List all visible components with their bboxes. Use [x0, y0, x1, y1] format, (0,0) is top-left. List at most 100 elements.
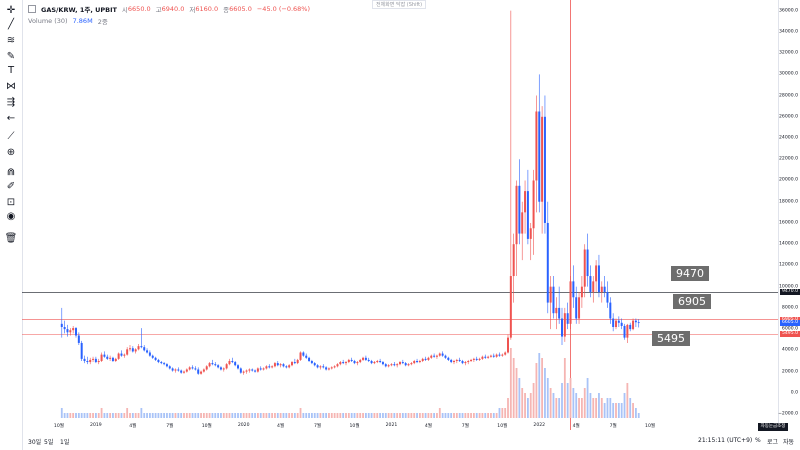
crosshair-icon[interactable]: ✛	[6, 5, 16, 16]
candle-body	[80, 342, 83, 359]
time-tick: 4월	[277, 424, 285, 429]
price-axis[interactable]: 36000.0 34000.0 32000.0 30000.0 28000.0 26000…	[778, 0, 800, 430]
volume-bar	[120, 413, 123, 418]
price-tick: 16000.0	[779, 220, 798, 226]
callout-5495[interactable]: 5495	[652, 331, 690, 346]
price-tick: 36000.0	[779, 8, 798, 14]
candle-body	[322, 366, 325, 368]
high-value: 6940.0	[161, 5, 185, 13]
time-tick: 2019	[90, 423, 102, 428]
volume-bar	[336, 413, 339, 418]
volume-bar	[393, 413, 396, 418]
eye-icon[interactable]: ◉	[6, 211, 16, 222]
callout-9470[interactable]: 9470	[671, 266, 709, 281]
zoom-icon[interactable]: ⊕	[6, 147, 16, 158]
forecast-icon[interactable]: ⇶	[6, 97, 16, 108]
candle-body	[387, 365, 390, 367]
candle-body	[541, 116, 544, 202]
volume-bar	[86, 413, 89, 418]
fib-icon[interactable]: ≋	[6, 35, 16, 46]
range-1d-button[interactable]: 1일	[60, 439, 70, 446]
symbol-label[interactable]: GAS/KRW, 1주, UPBIT	[41, 6, 117, 14]
volume-bar	[495, 413, 498, 418]
clock-display[interactable]: 21:15:11 (UTC+9)	[698, 437, 753, 444]
volume-bar	[194, 413, 197, 418]
candle-body	[362, 357, 365, 360]
candle-body	[461, 360, 464, 364]
volume-bar	[97, 413, 100, 418]
candle-body	[69, 330, 72, 333]
auto-scale-button[interactable]: 자동눈금조정	[758, 423, 788, 431]
callout-6905[interactable]: 6905	[673, 294, 711, 309]
range-30d-button[interactable]: 30일	[28, 439, 42, 446]
volume-bar	[325, 413, 328, 418]
symbol-menu-icon[interactable]	[28, 5, 36, 13]
price-tick: 30000.0	[779, 71, 798, 77]
time-tick: 7월	[314, 424, 322, 429]
volume-bar	[302, 413, 305, 418]
price-tick: 22000.0	[779, 156, 798, 162]
volume-bar	[239, 413, 242, 418]
lock-drawing-icon[interactable]: ✐	[6, 181, 16, 192]
candle-body	[188, 367, 191, 370]
lock-icon[interactable]: ⊡	[6, 197, 16, 208]
trash-icon[interactable]: 🗑	[4, 233, 18, 244]
time-axis[interactable]: 10월 2019 4월 7월 10월 2020 4월 7월 10월 2021 4월 7월 10월 2022…	[22, 420, 778, 430]
open-label: 시	[121, 6, 128, 14]
brush-icon[interactable]: ✎	[6, 51, 16, 62]
volume-bar	[521, 388, 524, 418]
volume-bar	[592, 398, 595, 418]
price-tick: 6000.0	[781, 326, 798, 332]
candle-body	[117, 353, 120, 359]
candle-body	[359, 359, 362, 363]
ruler-icon[interactable]: ⟋	[7, 131, 15, 142]
candle-body	[470, 359, 473, 361]
candle-body	[478, 358, 481, 360]
volume-bar	[305, 413, 308, 418]
candle-body	[211, 363, 214, 365]
volume-bar	[382, 413, 384, 418]
range-5d-button[interactable]: 5일	[44, 439, 54, 446]
candle-body	[487, 356, 490, 358]
candle-body	[615, 320, 617, 328]
percent-toggle[interactable]: %	[755, 437, 761, 444]
candle-body	[379, 360, 382, 363]
magnet-icon[interactable]: ⋒	[6, 167, 16, 178]
candle-body	[310, 360, 313, 364]
price-chart[interactable]	[22, 0, 778, 430]
candle-body	[609, 302, 612, 319]
candle-body	[154, 357, 157, 360]
volume-bar	[271, 413, 274, 418]
change-value: −45.0 (−0.68%)	[256, 5, 311, 13]
volume-bar	[94, 413, 97, 418]
candle-body	[208, 363, 211, 367]
candle-body	[433, 355, 436, 357]
candle-body	[63, 327, 66, 330]
volume-bar	[509, 348, 512, 418]
candle-body	[441, 353, 444, 356]
pattern-icon[interactable]: ⋈	[6, 81, 16, 92]
auto-toggle[interactable]: 자동	[783, 439, 795, 446]
volume-bar	[296, 413, 299, 418]
volume-bar	[589, 393, 592, 418]
arrow-icon[interactable]: ←	[6, 113, 16, 124]
volume-bar	[552, 393, 555, 418]
volume-bar	[433, 413, 436, 418]
volume-bar	[171, 413, 174, 418]
volume-bar	[450, 413, 453, 418]
candle-body	[114, 358, 117, 361]
candle-body	[299, 352, 302, 360]
volume-bar	[143, 413, 146, 418]
low-value: 6160.0	[195, 5, 219, 13]
log-toggle[interactable]: 로그	[767, 439, 779, 446]
candle-body	[129, 348, 131, 350]
volume-label[interactable]: Volume (30)	[28, 17, 68, 25]
volume-bar	[373, 413, 376, 418]
candle-body	[498, 354, 501, 356]
volume-bar	[225, 413, 228, 418]
volume-bar	[396, 413, 399, 418]
trend-line-icon[interactable]: ╱	[7, 19, 15, 30]
volume-bar	[524, 393, 526, 418]
text-icon[interactable]: T	[7, 65, 15, 76]
volume-bar	[103, 413, 106, 418]
